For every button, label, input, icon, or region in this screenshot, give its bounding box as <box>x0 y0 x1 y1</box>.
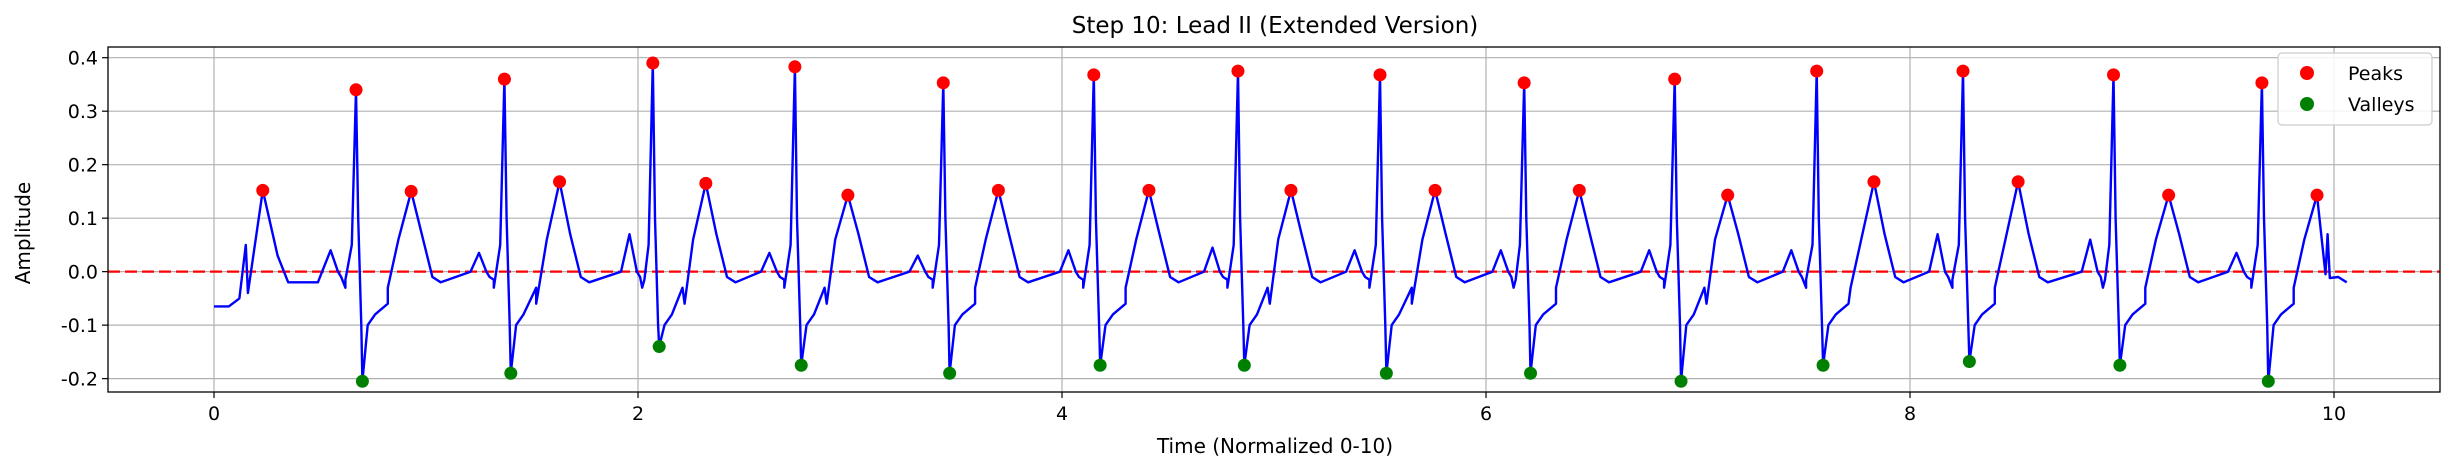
x-tick-label: 4 <box>1056 403 1068 425</box>
y-tick-label: 0.1 <box>68 208 98 230</box>
peak-point <box>349 83 363 97</box>
peak-point <box>1373 68 1387 82</box>
peak-point <box>1231 64 1245 78</box>
y-axis-label: Amplitude <box>11 182 35 285</box>
x-tick-label: 0 <box>208 403 220 425</box>
valley-point <box>2113 358 2127 372</box>
valley-point <box>355 374 369 388</box>
legend-marker-peaks <box>2300 66 2314 80</box>
valley-point <box>1237 358 1251 372</box>
x-tick-label: 10 <box>2322 403 2346 425</box>
x-axis: 0 2 4 6 8 10 <box>208 392 2346 425</box>
valley-point <box>1816 358 1830 372</box>
peak-point <box>1810 64 1824 78</box>
valley-point <box>504 366 518 380</box>
valley-point <box>943 366 957 380</box>
legend-marker-valleys <box>2300 97 2314 111</box>
y-tick-label: 0.0 <box>68 262 98 284</box>
peak-point <box>404 184 418 198</box>
peak-point <box>841 188 855 202</box>
y-tick-label: -0.1 <box>61 315 98 337</box>
peak-point <box>936 76 950 90</box>
y-axis: -0.2 -0.1 0.0 0.1 0.2 0.3 0.4 <box>61 48 108 391</box>
peak-point <box>699 176 713 190</box>
peak-point <box>2255 76 2269 90</box>
chart-title: Step 10: Lead II (Extended Version) <box>1072 13 1479 39</box>
peak-point <box>1721 188 1735 202</box>
valley-point <box>1379 366 1393 380</box>
peak-point <box>1284 183 1298 197</box>
valley-point <box>2261 374 2275 388</box>
legend-box <box>2277 52 2433 126</box>
valley-point <box>652 340 666 354</box>
peak-point <box>1428 183 1442 197</box>
peak-point <box>991 183 1005 197</box>
y-tick-label: 0.2 <box>68 155 98 177</box>
peak-point <box>2011 175 2025 189</box>
peak-point <box>646 56 660 70</box>
valley-point <box>1093 358 1107 372</box>
peak-point <box>2107 68 2121 82</box>
x-tick-label: 2 <box>632 403 644 425</box>
x-tick-label: 8 <box>1904 403 1916 425</box>
y-tick-label: 0.4 <box>68 48 98 70</box>
peaks-layer <box>256 56 2324 202</box>
peak-point <box>1867 175 1881 189</box>
legend: Peaks Valleys <box>2277 52 2433 126</box>
peak-point <box>1956 64 1970 78</box>
peak-point <box>256 183 270 197</box>
peak-point <box>1572 183 1586 197</box>
peak-point <box>788 60 802 74</box>
legend-label-peaks: Peaks <box>2348 63 2403 85</box>
valleys-layer <box>355 340 2275 388</box>
peak-point <box>1087 68 1101 82</box>
peak-point <box>553 175 567 189</box>
y-tick-label: 0.3 <box>68 101 98 123</box>
valley-point <box>1962 355 1976 369</box>
peak-point <box>497 72 511 86</box>
valley-point <box>1524 366 1538 380</box>
legend-label-valleys: Valleys <box>2348 94 2415 116</box>
x-axis-label: Time (Normalized 0-10) <box>1156 434 1393 458</box>
valley-point <box>794 358 808 372</box>
peak-point <box>1517 76 1531 90</box>
peak-point <box>1668 72 1682 86</box>
plot-frame <box>107 46 2441 393</box>
peak-point <box>1142 183 1156 197</box>
x-tick-label: 6 <box>1480 403 1492 425</box>
peak-point <box>2162 188 2176 202</box>
valley-point <box>1674 374 1688 388</box>
y-tick-label: -0.2 <box>61 369 98 391</box>
peak-point <box>2310 188 2324 202</box>
